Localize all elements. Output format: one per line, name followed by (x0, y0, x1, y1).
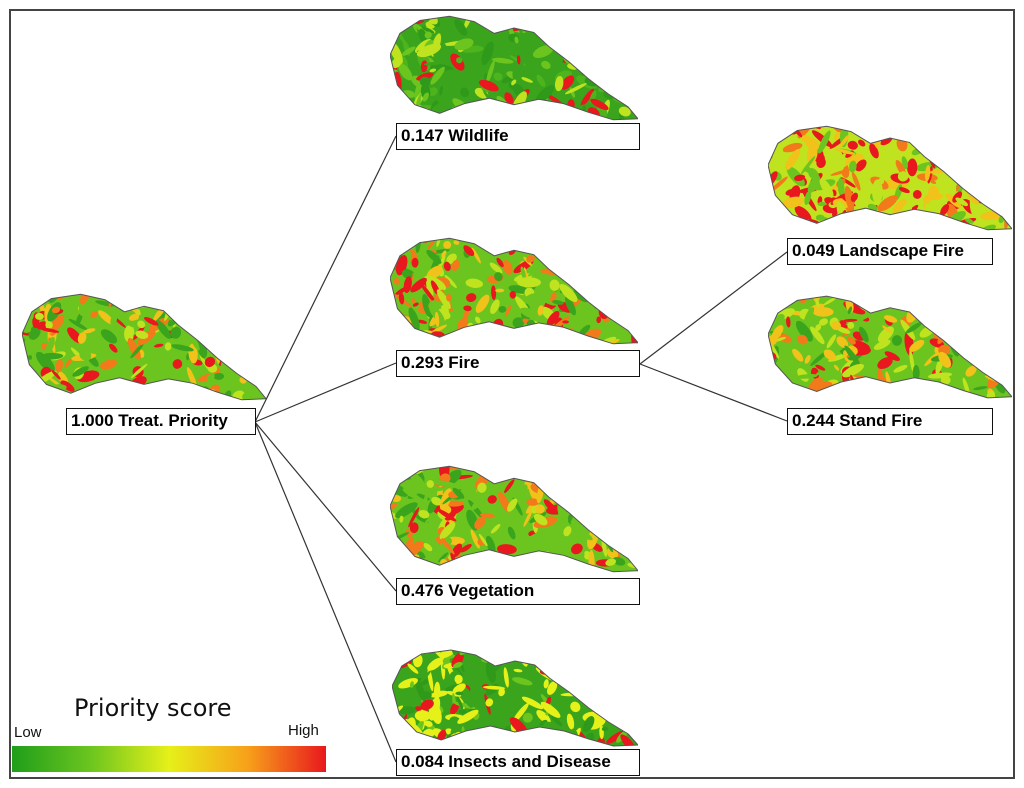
map-fire (390, 236, 638, 346)
node-fire: 0.293 Fire (396, 350, 640, 377)
node-wildlife: 0.147 Wildlife (396, 123, 640, 150)
watershed-shape (768, 295, 1012, 399)
map-treat-priority (22, 292, 266, 402)
link-root-vegetation (254, 421, 397, 592)
map-landscape-fire (768, 124, 1012, 232)
figure-border (9, 9, 1015, 779)
map-insects-disease (392, 648, 638, 748)
link-root-insects (254, 421, 397, 763)
legend-ramp-fill (12, 746, 326, 772)
node-treat-priority: 1.000 Treat. Priority (66, 408, 256, 435)
link-fire-landscape (639, 251, 788, 365)
watershed-shape (390, 465, 638, 573)
watershed-shape (390, 15, 638, 121)
node-vegetation: 0.476 Vegetation (396, 578, 640, 605)
map-stand-fire (768, 294, 1012, 400)
watershed-shape (392, 649, 638, 747)
link-root-fire (254, 362, 397, 423)
legend-color-ramp (12, 746, 326, 772)
map-wildlife (390, 14, 638, 122)
node-stand-fire: 0.244 Stand Fire (787, 408, 993, 435)
legend-high-label: High (288, 722, 319, 739)
link-fire-stand (639, 363, 788, 422)
link-root-wildlife (254, 135, 397, 423)
node-landscape-fire: 0.049 Landscape Fire (787, 238, 993, 265)
watershed-shape (768, 125, 1012, 231)
map-vegetation (390, 464, 638, 574)
legend-title: Priority score (74, 694, 232, 722)
legend-low-label: Low (14, 724, 42, 741)
watershed-shape (22, 293, 266, 401)
watershed-shape (390, 237, 638, 345)
node-insects-disease: 0.084 Insects and Disease (396, 749, 640, 776)
